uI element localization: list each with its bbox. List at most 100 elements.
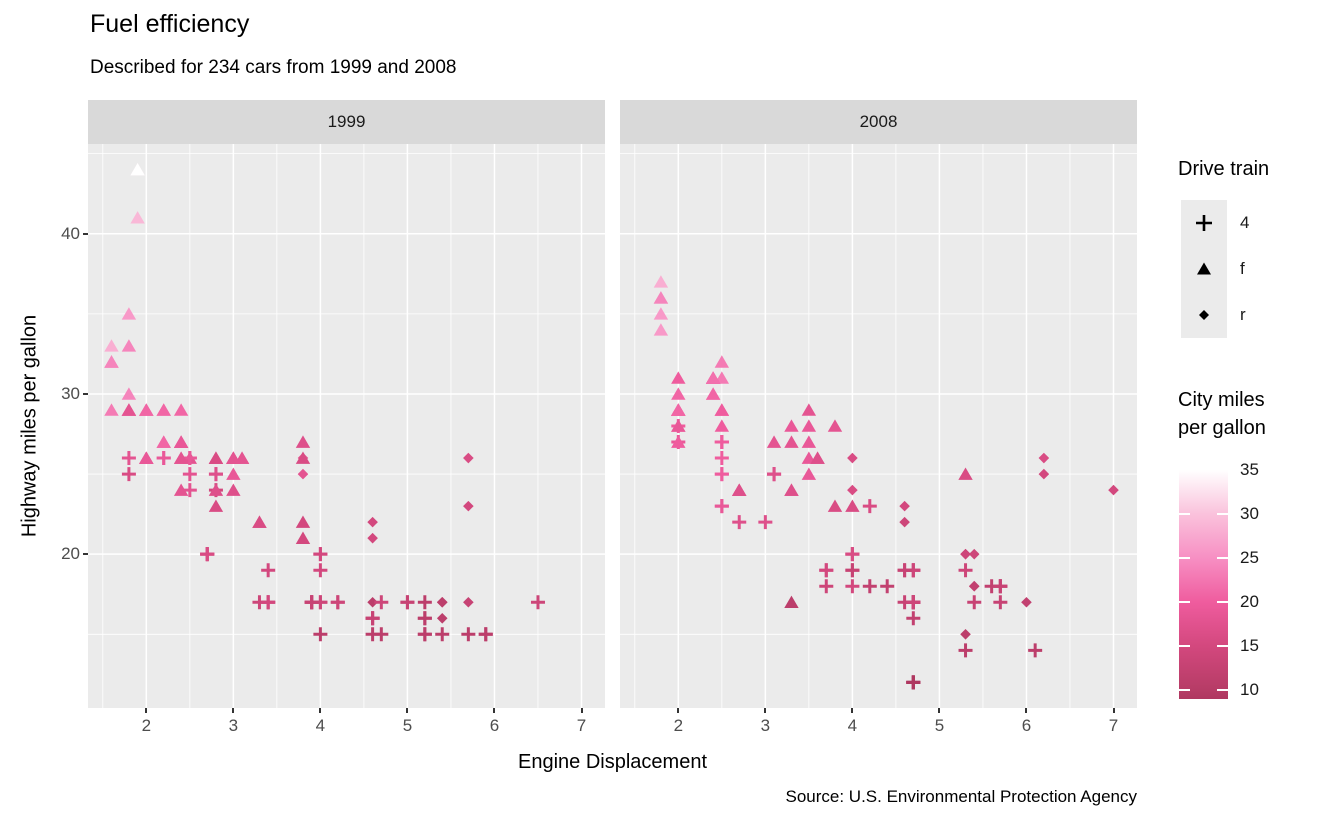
x-tick-label: 3: [760, 716, 771, 735]
data-point: [295, 435, 311, 448]
data-point: [819, 579, 834, 594]
data-point: [208, 467, 223, 482]
y-tick-mark: [83, 553, 88, 556]
x-tick-mark: [851, 708, 854, 713]
data-point: [304, 595, 319, 610]
colorbar-tick-dash: [1217, 645, 1228, 648]
colorbar-tick-label: 30: [1240, 504, 1259, 524]
data-point: [906, 595, 921, 610]
data-point: [182, 467, 197, 482]
data-point: [845, 547, 860, 562]
colorbar-tick-label: 25: [1240, 548, 1259, 568]
x-tick-mark: [938, 708, 941, 713]
data-point: [784, 435, 799, 448]
data-point: [1038, 468, 1050, 480]
x-tick-mark: [580, 708, 583, 713]
colorbar-tick-label: 20: [1240, 592, 1259, 612]
y-tick-mark: [83, 232, 88, 235]
data-point: [463, 500, 474, 512]
data-point: [208, 499, 224, 512]
data-point: [705, 387, 721, 400]
data-point: [960, 628, 971, 640]
data-point: [130, 211, 145, 224]
plot-panel-1999: [88, 144, 605, 708]
x-tick-mark: [232, 708, 235, 713]
panel-svg-2008: [620, 144, 1137, 708]
data-point: [417, 595, 432, 610]
data-point: [732, 483, 747, 496]
x-tick-mark: [145, 708, 148, 713]
data-point: [104, 339, 119, 352]
data-point: [993, 579, 1008, 594]
facet-strip-label: 1999: [327, 112, 366, 131]
data-point: [139, 451, 154, 464]
data-point: [261, 563, 276, 578]
data-point: [801, 403, 817, 416]
data-point: [958, 643, 973, 658]
data-point: [200, 547, 215, 562]
data-point: [417, 627, 432, 642]
colorbar-tick-dash: [1217, 689, 1228, 692]
data-point: [653, 291, 669, 304]
data-point: [121, 467, 136, 482]
data-point: [714, 499, 729, 514]
data-point: [156, 435, 171, 448]
data-point: [784, 483, 799, 496]
data-point: [374, 627, 389, 642]
data-point: [295, 451, 311, 464]
diamond-legend-key: [1181, 292, 1227, 338]
x-tick-label: 6: [489, 716, 500, 735]
legend-label-f: f: [1240, 259, 1245, 278]
x-tick-label: 5: [934, 716, 945, 735]
data-point: [880, 579, 895, 594]
data-point: [819, 563, 834, 578]
data-point: [367, 516, 378, 528]
color-legend-title: City miles per gallon: [1178, 389, 1266, 439]
data-point: [208, 451, 224, 464]
shape-legend-title: Drive train: [1178, 158, 1270, 180]
x-tick-label: 6: [1021, 716, 1032, 735]
data-point: [139, 403, 154, 416]
data-point: [968, 548, 980, 560]
x-tick-mark: [677, 708, 680, 713]
data-point: [847, 484, 858, 496]
data-point: [671, 371, 686, 384]
data-point: [958, 563, 973, 578]
triangle-icon: [1197, 262, 1211, 275]
data-point: [130, 163, 145, 176]
plot-panel-2008: [620, 144, 1137, 708]
y-tick-label: 40: [61, 223, 80, 243]
data-point: [960, 548, 971, 560]
data-point: [653, 275, 669, 288]
facet-strip-label: 2008: [859, 112, 898, 131]
data-point: [801, 467, 817, 480]
data-point: [862, 579, 877, 594]
data-point: [365, 611, 380, 626]
data-point: [732, 515, 747, 530]
data-point: [671, 435, 686, 448]
data-point: [173, 403, 189, 416]
data-point: [847, 452, 858, 464]
data-point: [104, 403, 119, 416]
colorbar-tick-dash: [1179, 601, 1190, 604]
colorbar-tick-dash: [1179, 689, 1190, 692]
data-point: [784, 419, 799, 432]
data-point: [182, 483, 197, 498]
data-point: [313, 547, 328, 562]
data-point: [121, 339, 137, 352]
data-point: [182, 451, 197, 466]
x-tick-label: 3: [228, 716, 239, 735]
data-point: [417, 611, 432, 626]
x-tick-mark: [406, 708, 409, 713]
data-point: [261, 595, 276, 610]
plus-icon: [1196, 215, 1212, 231]
data-point: [1028, 643, 1043, 658]
data-point: [845, 499, 860, 512]
x-tick-mark: [1025, 708, 1028, 713]
colorbar-tick-label: 15: [1240, 636, 1259, 656]
data-point: [958, 467, 973, 480]
data-point: [330, 595, 345, 610]
legend-label-4: 4: [1240, 213, 1250, 232]
data-point: [226, 467, 241, 480]
data-point: [653, 323, 669, 336]
